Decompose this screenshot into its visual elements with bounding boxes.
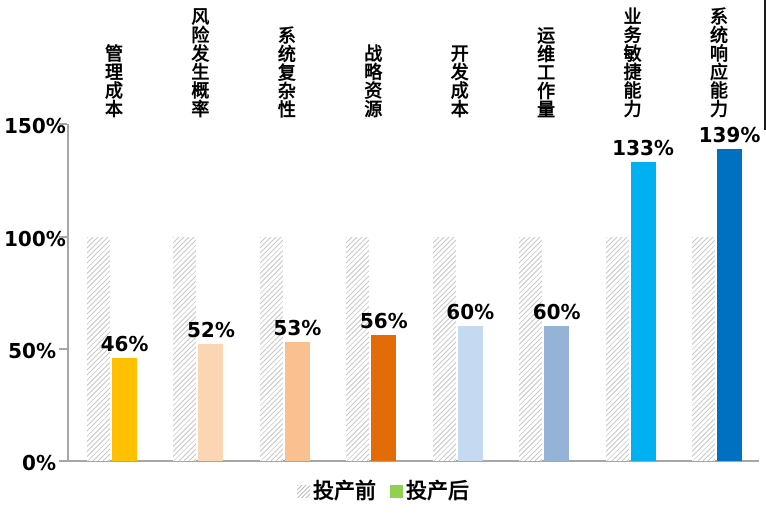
bar-before <box>259 236 283 461</box>
category-label: 开发成本 <box>447 44 469 118</box>
category-label: 战略资源 <box>361 44 383 118</box>
value-label: 60% <box>532 300 581 325</box>
bar-before <box>346 236 370 461</box>
y-tick-label: 50% <box>8 338 56 363</box>
hatched-swatch-icon <box>297 484 310 498</box>
legend-item-before: 投产前 <box>297 479 376 503</box>
bar-before <box>173 236 197 461</box>
value-label: 139% <box>698 122 761 147</box>
category-label: 管理成本 <box>102 44 123 118</box>
legend-label-after: 投产后 <box>406 479 469 503</box>
bar-before <box>87 236 110 461</box>
category-label: 系统复杂性 <box>274 25 296 119</box>
bar-before <box>692 236 715 461</box>
bar-after <box>630 162 656 461</box>
value-label: 53% <box>273 316 322 341</box>
y-tick-mark <box>59 347 67 350</box>
value-label: 52% <box>186 318 235 343</box>
legend-item-after: 投产后 <box>390 479 469 503</box>
category-label: 风险发生概率 <box>188 7 210 118</box>
bar-after <box>112 357 137 461</box>
legend: 投产前 投产后 <box>0 478 766 504</box>
category-label: 系统响应能力 <box>707 7 728 118</box>
bar-after <box>544 326 570 461</box>
bar-before <box>519 236 543 461</box>
y-tick-mark <box>59 123 67 126</box>
page-edge-line <box>764 0 766 130</box>
x-axis-line <box>67 460 759 462</box>
value-label: 60% <box>446 300 495 325</box>
legend-label-before: 投产前 <box>313 479 376 503</box>
y-tick-mark <box>59 460 67 462</box>
y-tick-label: 100% <box>4 226 66 251</box>
category-label: 运维工作量 <box>534 25 556 119</box>
y-tick-label: 150% <box>4 114 66 139</box>
value-label: 46% <box>100 331 149 356</box>
bar-after <box>284 342 310 461</box>
bar-after <box>457 326 483 461</box>
bar-after <box>198 344 224 461</box>
value-label: 56% <box>359 309 408 334</box>
bar-before <box>432 236 456 461</box>
bar-after <box>371 335 397 461</box>
y-tick-mark <box>59 235 67 238</box>
y-tick-label: 0% <box>22 451 56 475</box>
value-label: 133% <box>612 136 674 161</box>
bar-after <box>717 148 742 461</box>
category-label: 业务敏捷能力 <box>620 7 642 118</box>
y-axis-line <box>67 124 69 461</box>
bar-before <box>605 236 629 461</box>
green-swatch-icon <box>390 484 403 498</box>
